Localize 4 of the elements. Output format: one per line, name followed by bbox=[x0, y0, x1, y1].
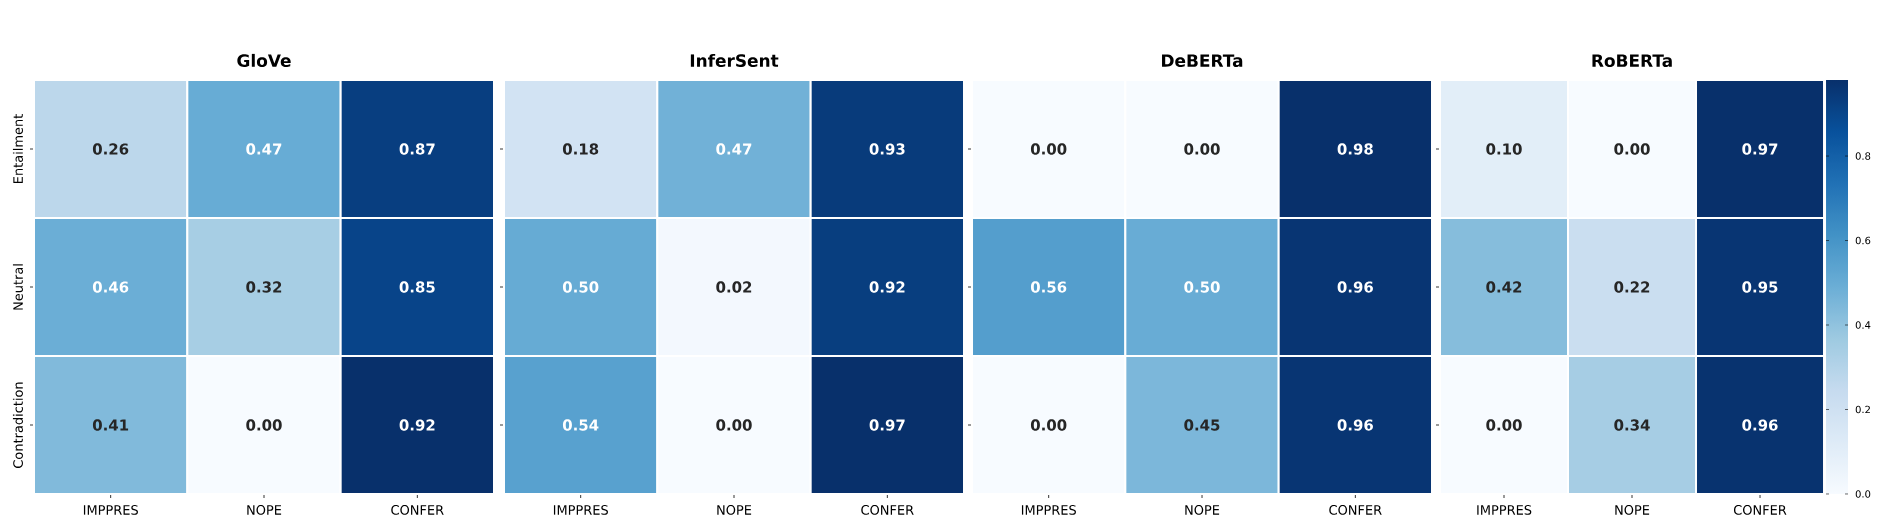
chart-title: RoBERTa bbox=[1592, 54, 1672, 68]
chart-title: GloVe bbox=[237, 53, 291, 68]
chart-title: InferSent bbox=[690, 53, 779, 68]
chart-title: DeBERTa bbox=[1162, 54, 1243, 68]
